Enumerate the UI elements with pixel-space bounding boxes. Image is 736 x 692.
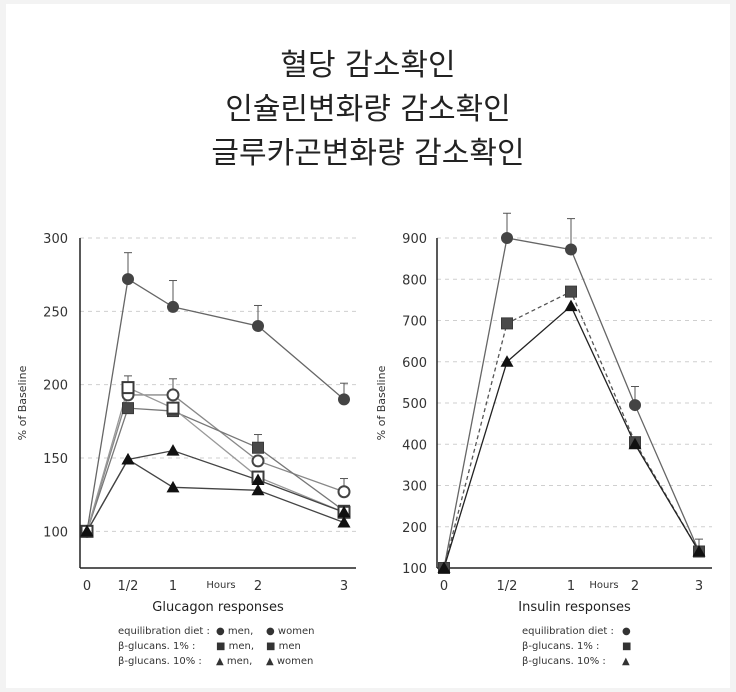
x-tick-label: 2	[254, 579, 262, 594]
legend-item: ● men,	[216, 626, 253, 637]
legend-item: ● women	[266, 626, 314, 637]
data-point	[565, 285, 577, 298]
data-point	[252, 320, 264, 332]
legend-label: equilibration diet :	[522, 626, 614, 637]
x-tick-label: 1	[567, 579, 575, 594]
data-point	[166, 401, 180, 415]
series-line-2	[443, 305, 700, 569]
y-tick-label: 100	[402, 562, 427, 577]
x-axis-label: Glucagon responses	[152, 600, 284, 615]
legend-item: ●	[622, 626, 631, 637]
data-point	[122, 273, 134, 286]
data-point	[337, 505, 351, 518]
header-titles: 혈당 감소확인 인슐린변화량 감소확인 글루카곤변화량 감소확인	[0, 44, 736, 176]
data-point	[167, 300, 179, 313]
y-tick-label: 200	[43, 379, 68, 394]
legend-label: β-glucans. 10% :	[522, 656, 606, 667]
data-point	[121, 452, 135, 465]
x-axis-label: Insulin responses	[518, 600, 631, 615]
data-point	[437, 561, 451, 573]
title-line-3: 글루카곤변화량 감소확인	[211, 136, 525, 171]
series-line-5	[86, 458, 345, 532]
y-tick-label: 800	[402, 273, 427, 288]
data-point	[628, 437, 642, 450]
data-point	[166, 388, 180, 402]
y-tick-label: 500	[402, 397, 427, 412]
data-point	[122, 402, 134, 415]
series-line-2	[86, 407, 345, 532]
legend-label: β-glucans. 1% :	[118, 641, 195, 652]
legend-item: ▲ men,	[216, 656, 252, 667]
data-point	[337, 516, 351, 528]
x-tick-label: 0	[440, 579, 448, 594]
y-tick-label: 200	[402, 521, 427, 536]
x-tick-label: 1	[169, 579, 177, 594]
y-tick-label: 700	[402, 315, 427, 330]
x-tick-label: 3	[695, 579, 703, 594]
insulin-chart: 100 200 300 400 500 600 700 800 900 0 1/2 1 2 3 Hours%…	[375, 212, 712, 667]
data-point	[338, 393, 350, 406]
title-line-2: 인슐린변화량 감소확인	[225, 92, 511, 127]
data-point	[121, 381, 135, 395]
series-line-1	[443, 290, 700, 569]
title-line-1: 혈당 감소확인	[280, 48, 456, 83]
figure-panel	[6, 4, 730, 688]
data-point	[500, 355, 514, 367]
y-tick-label: 100	[43, 525, 68, 540]
y-tick-label: 400	[402, 438, 427, 453]
data-point	[629, 399, 641, 412]
data-point	[564, 299, 578, 312]
data-point	[166, 480, 180, 493]
data-point	[501, 317, 513, 330]
x-unit-label: Hours	[206, 580, 235, 591]
data-point	[501, 232, 513, 244]
x-tick-label: 2	[631, 579, 639, 594]
legend-label: β-glucans. 10% :	[118, 656, 202, 667]
x-tick-label: 3	[340, 579, 348, 594]
y-tick-label: 600	[402, 356, 427, 371]
y-tick-label: 900	[402, 232, 427, 247]
data-point	[251, 473, 265, 485]
y-tick-label: 150	[43, 452, 68, 467]
data-point	[251, 454, 265, 468]
y-axis-label: % of Baseline	[375, 365, 388, 440]
x-tick-label: 1/2	[497, 579, 518, 594]
y-tick-label: 300	[43, 232, 68, 247]
y-axis-label: % of Baseline	[16, 365, 29, 440]
data-point	[692, 545, 706, 557]
legend-item: ■ men	[266, 641, 301, 652]
data-point	[251, 483, 265, 496]
y-tick-label: 250	[43, 305, 68, 320]
legend-item: ■	[622, 641, 631, 652]
legend-label: equilibration diet :	[118, 626, 210, 637]
data-point	[565, 243, 577, 256]
legend-item: ▲ women	[266, 656, 313, 667]
legend-item: ▲	[622, 656, 630, 667]
x-tick-label: 1/2	[118, 579, 139, 594]
glucagon-chart: 100 150 200 250 300 0 1/2 1 2 3 Hours % of Baseline…	[16, 232, 356, 667]
legend-label: β-glucans. 1% :	[522, 641, 599, 652]
y-tick-label: 300	[402, 480, 427, 495]
x-unit-label: Hours	[589, 580, 618, 591]
data-point	[166, 444, 180, 456]
x-tick-label: 0	[83, 579, 91, 594]
data-point	[252, 441, 264, 454]
data-point	[80, 524, 94, 537]
legend-item: ■ men,	[216, 641, 254, 652]
data-point	[337, 485, 351, 499]
